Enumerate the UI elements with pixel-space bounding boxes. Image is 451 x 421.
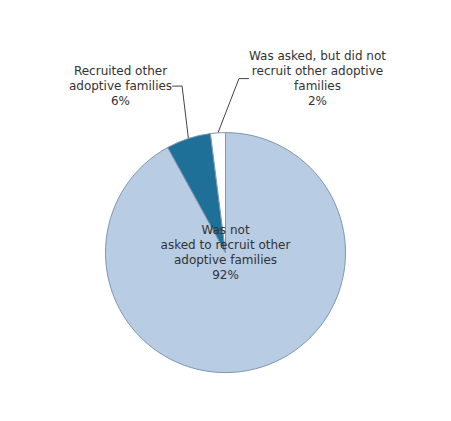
svg-text:6%: 6% <box>111 94 130 108</box>
svg-text:recruit other adoptive: recruit other adoptive <box>252 64 383 78</box>
svg-text:Recruited other: Recruited other <box>74 64 167 78</box>
svg-text:adoptive families: adoptive families <box>174 253 277 267</box>
svg-text:asked to recruit other: asked to recruit other <box>161 238 291 252</box>
svg-text:Was asked, but did not: Was asked, but did not <box>249 49 386 63</box>
svg-text:Was not: Was not <box>201 223 249 237</box>
svg-text:families: families <box>294 79 341 93</box>
svg-text:2%: 2% <box>308 94 327 108</box>
svg-text:adoptive families: adoptive families <box>69 79 172 93</box>
svg-text:92%: 92% <box>212 268 239 282</box>
